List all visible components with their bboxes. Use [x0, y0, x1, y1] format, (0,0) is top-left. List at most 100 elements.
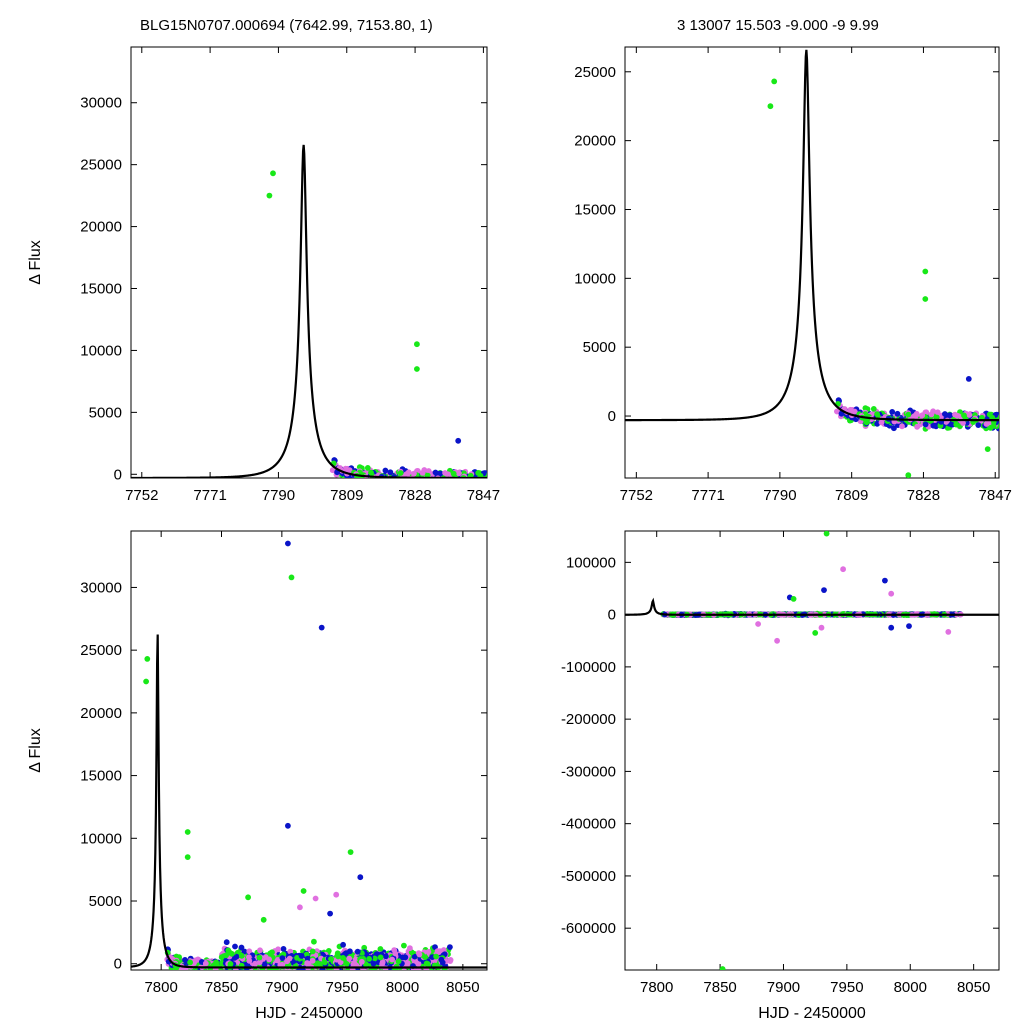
data-point	[300, 888, 307, 894]
data-point	[291, 971, 297, 977]
data-point	[246, 957, 253, 964]
data-point	[454, 479, 460, 485]
data-point	[942, 411, 948, 417]
data-point	[304, 955, 311, 962]
y-tick-label: -400000	[561, 816, 616, 833]
data-point	[954, 412, 961, 419]
data-point	[347, 948, 353, 955]
header-left-title: BLG15N0707.000694 (7642.99, 7153.80, 1)	[140, 17, 433, 34]
data-point	[432, 469, 439, 476]
data-point	[416, 951, 423, 958]
data-point	[812, 630, 819, 636]
x-tick-label: 7790	[763, 487, 796, 504]
data-point	[333, 891, 340, 898]
data-point	[456, 470, 462, 477]
data-point	[389, 956, 395, 963]
data-point	[966, 412, 973, 418]
data-point	[201, 971, 207, 977]
data-point	[984, 446, 991, 452]
data-point	[245, 894, 252, 901]
data-point	[292, 969, 297, 970]
data-point	[482, 481, 488, 487]
data-point	[215, 970, 221, 976]
data-point	[719, 966, 726, 970]
data-point	[200, 971, 206, 977]
data-point	[321, 959, 328, 966]
data-point	[193, 973, 199, 979]
data-point	[182, 957, 188, 963]
data-layer	[625, 531, 999, 970]
data-point	[214, 972, 220, 978]
x-tick-label: 7950	[325, 979, 358, 996]
data-point	[953, 421, 960, 428]
data-point	[404, 479, 410, 485]
data-point	[419, 470, 426, 476]
data-point	[311, 938, 317, 945]
data-point	[309, 957, 316, 964]
y-tick-label: 0	[608, 408, 616, 425]
y-tick-label: 10000	[574, 270, 616, 287]
data-point	[224, 969, 227, 970]
data-point	[256, 954, 263, 961]
data-point	[256, 959, 263, 966]
data-point	[377, 946, 384, 952]
data-point	[447, 481, 453, 487]
data-point	[438, 973, 444, 979]
data-point	[379, 961, 386, 967]
x-tick-label: 8000	[894, 979, 927, 996]
data-point	[414, 479, 420, 485]
data-point	[422, 480, 428, 486]
data-point	[930, 422, 937, 429]
data-point	[223, 939, 230, 946]
x-tick-label: 7800	[144, 979, 177, 996]
data-point	[851, 408, 858, 415]
data-point	[174, 970, 180, 976]
data-point	[280, 946, 287, 952]
data-point	[906, 623, 912, 629]
model-curve	[625, 49, 999, 422]
data-point	[424, 481, 430, 487]
y-tick-label: 10000	[80, 830, 122, 847]
x-tick-label: 7752	[620, 487, 653, 504]
data-point	[338, 971, 344, 977]
data-layer	[131, 540, 487, 979]
data-point	[922, 296, 929, 302]
data-point	[472, 479, 478, 485]
data-point	[424, 472, 431, 478]
panel-top-right: 7752 7771 7790 7809 7828 7847 0 5000 10000 15000 2…	[574, 46, 1012, 504]
data-point	[329, 467, 336, 474]
data-layer	[131, 144, 489, 487]
y-tick-label: -600000	[561, 920, 616, 937]
data-point	[304, 960, 311, 966]
data-point	[417, 479, 423, 485]
x-tick-label: 8050	[446, 979, 479, 996]
data-point	[444, 471, 451, 477]
data-point	[438, 956, 445, 963]
data-point	[425, 949, 432, 955]
y-tick-label: 10000	[80, 342, 122, 359]
data-point	[327, 910, 333, 917]
data-point	[218, 954, 225, 961]
data-point	[471, 480, 477, 486]
data-point	[451, 477, 455, 478]
data-point	[288, 574, 295, 581]
data-point	[383, 953, 389, 960]
data-point	[840, 566, 846, 573]
data-point	[260, 916, 267, 923]
data-point	[945, 629, 952, 635]
data-point	[232, 971, 238, 977]
data-point	[965, 376, 972, 382]
data-point	[297, 904, 303, 911]
x-tick-label: 7809	[330, 487, 363, 504]
x-tick-label: 7790	[262, 487, 295, 504]
data-point	[284, 958, 291, 965]
data-point	[483, 478, 489, 484]
data-point	[391, 480, 397, 486]
y-tick-label: 5000	[583, 339, 616, 356]
data-point	[422, 954, 428, 960]
data-point	[990, 423, 997, 429]
data-point	[312, 895, 319, 902]
data-point	[404, 477, 406, 478]
data-point	[370, 960, 377, 967]
x-tick-label: 7800	[640, 979, 673, 996]
